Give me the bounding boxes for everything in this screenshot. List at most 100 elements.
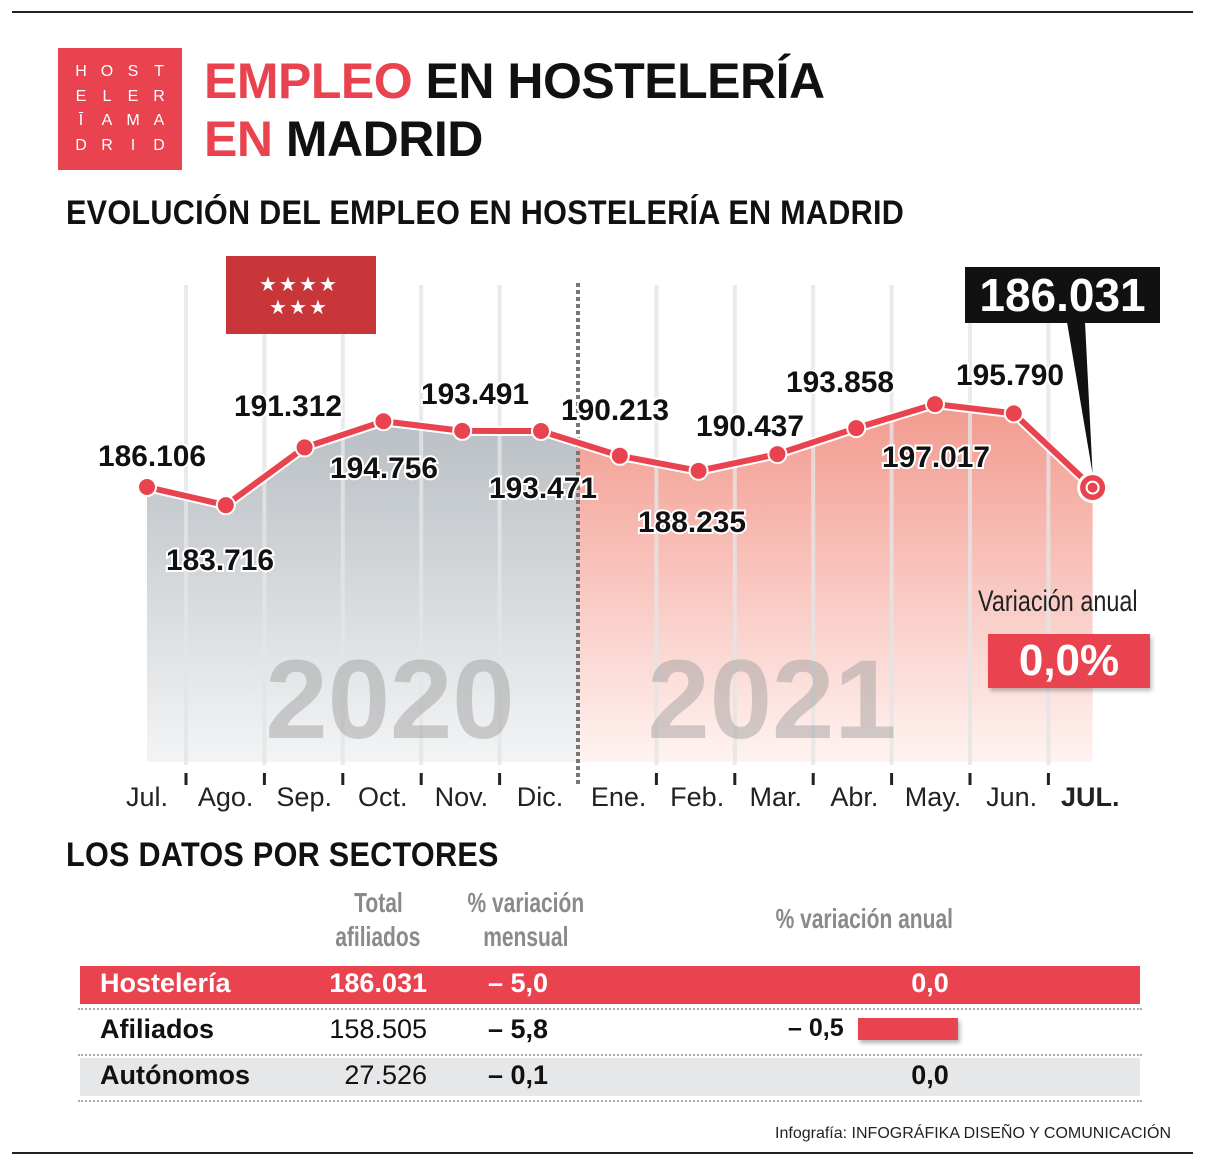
total-affiliates: 158.505 (329, 1014, 427, 1044)
logo-letter: I (130, 136, 136, 154)
data-point (137, 477, 157, 497)
data-label: 183.716 (166, 544, 274, 577)
credit: Infografía: INFOGRÁFIKA DISEÑO Y COMUNIC… (775, 1125, 1171, 1143)
x-tick-label: Abr. (830, 782, 878, 812)
star-icon: ★ (319, 274, 337, 296)
annual-value: 0,0 (911, 968, 949, 998)
data-point-current (1077, 472, 1109, 504)
title-black-2: MADRID (272, 111, 483, 167)
annual-value: 0,0 (911, 1060, 949, 1090)
monthly-variation: – 5,8 (488, 1014, 549, 1044)
logo-letter: A (101, 112, 113, 130)
data-point (452, 420, 473, 441)
data-point (215, 495, 236, 516)
data-point-current-inner (1085, 480, 1100, 495)
data-label: 193.491 (421, 378, 529, 411)
header-monthly: % variación mensual (446, 886, 606, 954)
table-row: Autónomos 27.526 – 0,1 0,0 (80, 1058, 1140, 1096)
table-row: Hostelería 186.031 – 5,0 0,0 (80, 966, 1140, 1004)
sectors-title: LOS DATOS POR SECTORES (66, 836, 547, 875)
star-icon: ★ (289, 297, 307, 319)
top-rule (12, 11, 1193, 13)
data-point (688, 460, 709, 481)
annual-bar (858, 1018, 958, 1040)
logo-letter: R (101, 136, 113, 154)
star-icon: ★ (259, 274, 277, 296)
x-tick-label: Jun. (986, 782, 1037, 812)
header-annual: % variación anual (744, 902, 984, 936)
logo-letter: S (127, 63, 139, 81)
data-point (294, 437, 315, 458)
employment-line-chart: 2020 2021★ ★ ★ ★★ ★ ★186.106183.716191.312194.… (96, 256, 1119, 812)
header-monthly-1: % variación (467, 887, 585, 918)
x-tick-label: Sep. (276, 782, 332, 812)
data-point (609, 445, 630, 466)
x-tick-label: Ago. (198, 782, 254, 812)
total-affiliates: 27.526 (344, 1060, 427, 1090)
header-annual-text: % variación anual (775, 903, 953, 934)
header-total-2: afiliados (335, 921, 421, 952)
data-label: 188.235 (638, 506, 746, 539)
sector-name: Afiliados (100, 1014, 215, 1044)
row-divider (78, 1008, 1142, 1010)
data-label: 193.471 (489, 472, 597, 505)
x-tick-label: Oct. (358, 782, 408, 812)
row-divider (78, 1100, 1142, 1102)
data-point (531, 421, 551, 442)
data-point (1003, 403, 1024, 424)
star-icon: ★ (279, 274, 297, 296)
data-label: 190.213 (561, 394, 669, 427)
data-label: 197.017 (882, 441, 990, 474)
area-2021 (578, 404, 1093, 762)
row-divider (78, 1054, 1142, 1056)
logo-letter: E (127, 87, 139, 105)
bottom-rule (12, 1152, 1193, 1154)
credit-name: INFOGRÁFIKA DISEÑO Y COMUNICACIÓN (851, 1125, 1171, 1142)
monthly-variation: – 5,0 (488, 968, 549, 998)
title-red: EMPLEO (204, 53, 413, 109)
credit-prefix: Infografía: (775, 1125, 852, 1142)
data-label: 194.756 (330, 452, 438, 485)
annual-value: – 0,5 (788, 1014, 844, 1042)
x-tick-label: May. (905, 782, 962, 812)
data-label: 191.312 (234, 390, 342, 423)
header-total-1: Total (353, 887, 403, 918)
data-label: 193.858 (786, 366, 894, 399)
logo-letter: R (153, 87, 165, 105)
logo-letter: A (153, 112, 165, 130)
logo-letter: Ī (78, 112, 84, 130)
x-tick-label: Jul. (126, 782, 168, 812)
total-affiliates: 186.031 (329, 968, 427, 998)
logo-letter: D (75, 136, 87, 154)
sector-name: Hostelería (100, 968, 231, 998)
annual-variation-value: 0,0% (988, 634, 1150, 688)
x-tick-label: Feb. (670, 782, 724, 812)
data-point (373, 411, 394, 432)
page-title: EMPLEO EN HOSTELERÍA EN MADRID (204, 52, 825, 168)
star-icon: ★ (299, 274, 317, 296)
logo-letter: L (102, 87, 112, 105)
callout-pointer (1067, 322, 1093, 474)
logo-letter: E (75, 87, 87, 105)
title-black: EN HOSTELERÍA (412, 53, 826, 109)
chart-title: EVOLUCIÓN DEL EMPLEO EN HOSTELERÍA EN MA… (66, 194, 997, 233)
current-value-callout: 186.031 (965, 267, 1160, 323)
header-monthly-2: mensual (483, 921, 569, 952)
table-row: Afiliados 158.505 – 5,8 – 0,5 (80, 1012, 1140, 1050)
data-point (925, 394, 945, 415)
logo-letter: M (126, 112, 140, 130)
title-red-2: EN (204, 111, 273, 167)
star-icon: ★ (269, 297, 287, 319)
star-icon: ★ (309, 297, 327, 319)
year-label-2021: 2021 (647, 637, 896, 762)
data-label: 195.790 (956, 359, 1064, 392)
x-tick-label: Dic. (517, 782, 564, 812)
x-tick-label: Ene. (591, 782, 647, 812)
area-2020 (147, 421, 578, 762)
sector-name: Autónomos (100, 1060, 250, 1090)
x-tick-label: Nov. (435, 782, 489, 812)
chart-title-text: EVOLUCIÓN DEL EMPLEO EN HOSTELERÍA EN MA… (66, 194, 905, 232)
annual-variation-label: Variación anual (978, 585, 1138, 618)
logo-letter: T (154, 63, 164, 81)
